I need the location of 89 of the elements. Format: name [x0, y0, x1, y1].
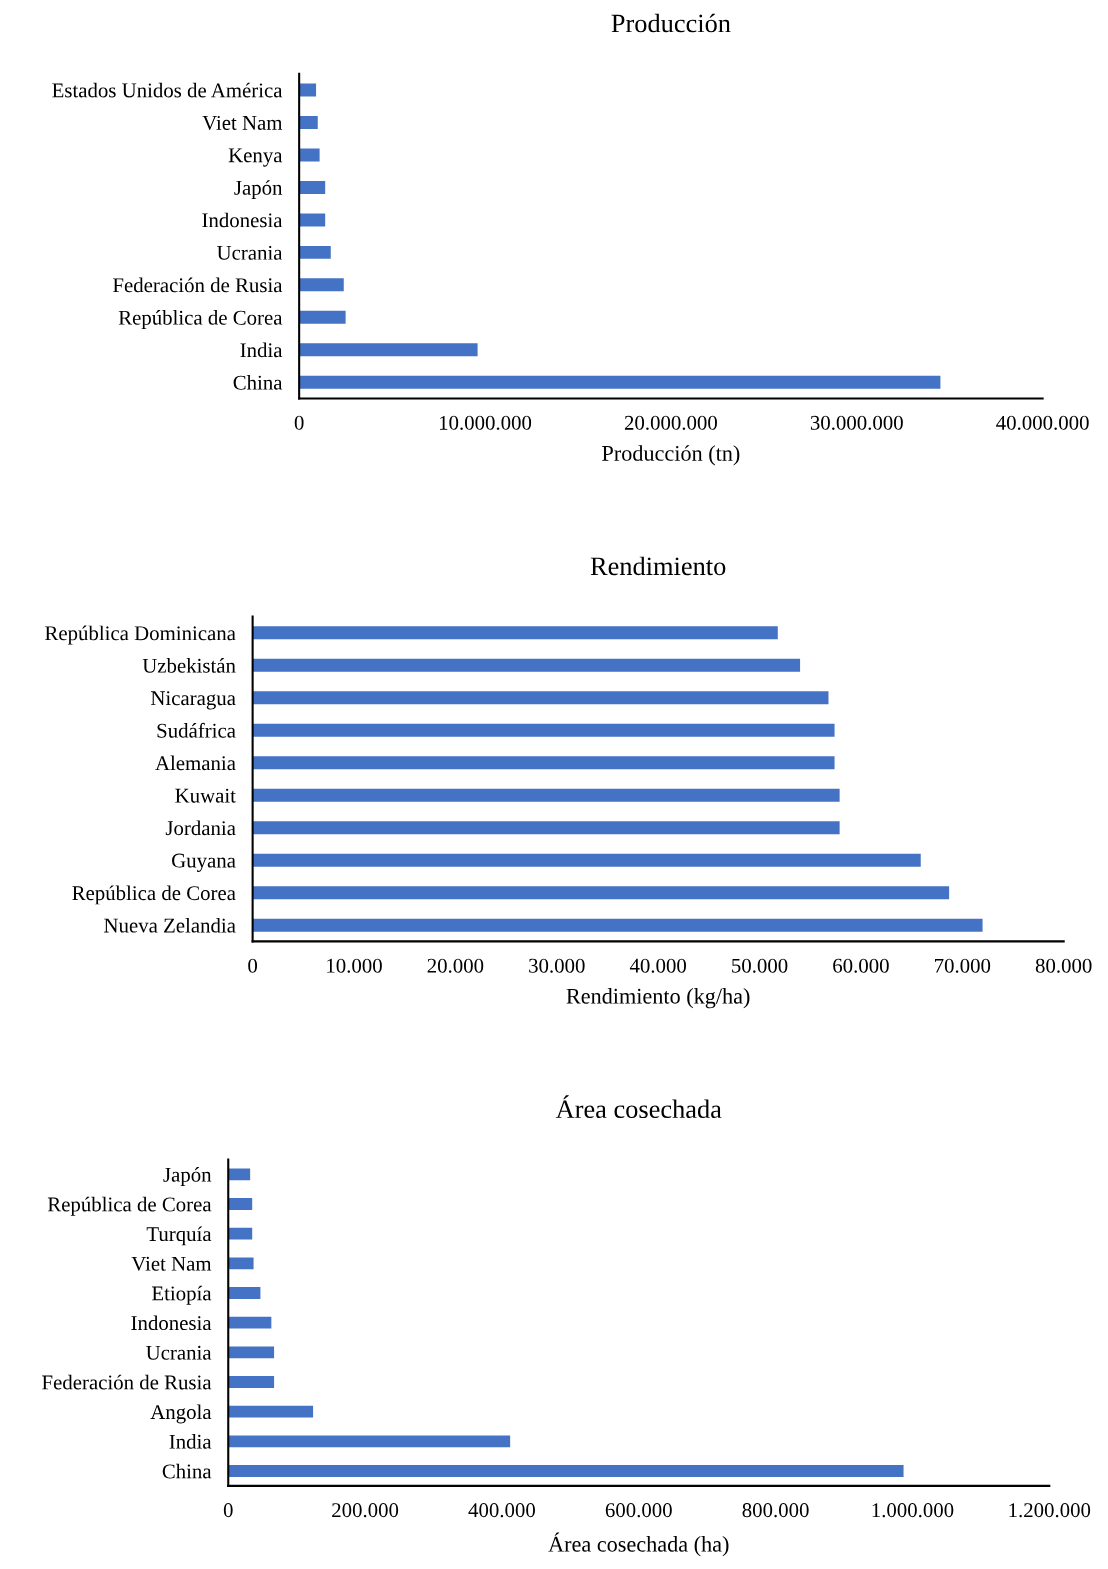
y-tick-label: Nueva Zelandia [104, 917, 236, 933]
bar [228, 1257, 254, 1270]
bar [299, 180, 326, 194]
bar [252, 723, 835, 737]
y-tick-label: Japón [234, 180, 283, 200]
bar [252, 626, 778, 640]
bar [252, 788, 840, 802]
bar [299, 83, 317, 97]
y-tick-label: India [169, 1434, 212, 1449]
bar [228, 1198, 253, 1210]
x-tick-label: 20.000.000 [624, 415, 717, 430]
y-tick-label: Estados Unidos de América [52, 82, 283, 98]
bar [228, 1376, 275, 1388]
y-tick-label: Uzbekistán [142, 658, 236, 673]
x-tick-label: 40.000.000 [996, 415, 1089, 430]
y-tick-label: República de Corea [118, 310, 283, 330]
bar [228, 1287, 261, 1299]
x-tick-label: 1.000.000 [872, 1503, 954, 1518]
bar [228, 1465, 904, 1477]
y-tick-label: Ucrania [217, 245, 283, 260]
x-tick-label: 0 [248, 958, 258, 973]
y-tick-label: Etiopía [152, 1285, 212, 1305]
y-tick-label: Angola [150, 1404, 212, 1424]
y-tick-label: Sudáfrica [157, 722, 236, 738]
bar [228, 1346, 275, 1359]
bar [299, 375, 941, 389]
chart-title: Área cosechada [555, 1095, 722, 1119]
x-tick-label: 10.000 [327, 958, 382, 973]
bar [252, 886, 950, 900]
y-tick-label: Japón [163, 1167, 212, 1186]
bar [228, 1227, 253, 1240]
bar [228, 1405, 314, 1418]
bar [299, 278, 344, 292]
x-tick-label: 60.000 [833, 958, 889, 973]
x-tick-label: 0 [294, 415, 304, 430]
bar [252, 853, 921, 867]
y-tick-label: India [240, 342, 283, 358]
x-axis-title: Rendimiento (kg/ha) [566, 988, 750, 1009]
x-tick-label: 30.000 [529, 958, 585, 973]
y-tick-label: Indonesia [202, 212, 283, 228]
y-tick-label: Viet Nam [131, 1256, 212, 1271]
bar [252, 691, 829, 705]
bar [252, 821, 840, 835]
y-tick-label: Kuwait [175, 788, 236, 803]
bar [228, 1316, 272, 1329]
x-tick-label: 0 [223, 1503, 233, 1518]
bar [299, 148, 320, 162]
x-tick-label: 20.000 [427, 958, 484, 973]
chart-title: Producción [611, 13, 731, 33]
y-tick-label: República Dominicana [45, 625, 236, 645]
y-tick-label: Guyana [172, 853, 236, 872]
y-tick-label: República de Corea [72, 885, 236, 905]
bar [252, 918, 983, 932]
x-tick-label: 50.000 [732, 958, 788, 973]
y-tick-label: China [162, 1463, 212, 1479]
bar [299, 310, 346, 324]
x-tick-label: 1.200.000 [1009, 1503, 1091, 1518]
x-tick-label: 30.000.000 [810, 415, 903, 430]
x-axis-title: Área cosechada (ha) [548, 1532, 729, 1557]
y-tick-label: Indonesia [131, 1315, 212, 1331]
x-tick-label: 400.000 [468, 1503, 535, 1518]
x-tick-label: 800.000 [742, 1503, 809, 1518]
y-tick-label: Federación de Rusia [42, 1374, 212, 1390]
bar [228, 1435, 511, 1448]
y-tick-label: Nicaragua [150, 691, 236, 710]
y-tick-label: Ucrania [146, 1345, 212, 1360]
x-tick-label: 80.000 [1035, 958, 1092, 973]
x-tick-label: 600.000 [605, 1503, 672, 1518]
y-tick-label: Turquía [146, 1226, 212, 1246]
y-tick-label: China [233, 375, 283, 390]
x-tick-label: 10.000.000 [439, 415, 532, 430]
x-tick-label: 200.000 [332, 1503, 399, 1518]
y-tick-label: Kenya [228, 148, 283, 167]
bar [299, 115, 318, 129]
y-tick-label: Viet Nam [202, 115, 283, 130]
y-tick-label: Jordania [165, 820, 236, 836]
bar [299, 213, 326, 227]
x-tick-label: 40.000 [629, 958, 686, 973]
bar [252, 756, 835, 770]
y-tick-label: República de Corea [47, 1196, 212, 1216]
x-tick-label: 70.000 [935, 958, 991, 973]
x-axis-title: Producción (tn) [602, 445, 740, 466]
bar [299, 245, 331, 259]
y-tick-label: Alemania [155, 755, 236, 771]
bar [228, 1168, 251, 1181]
bar [252, 658, 801, 672]
bar [299, 343, 478, 357]
chart-title: Rendimiento [590, 556, 726, 576]
y-tick-label: Federación de Rusia [113, 277, 283, 293]
